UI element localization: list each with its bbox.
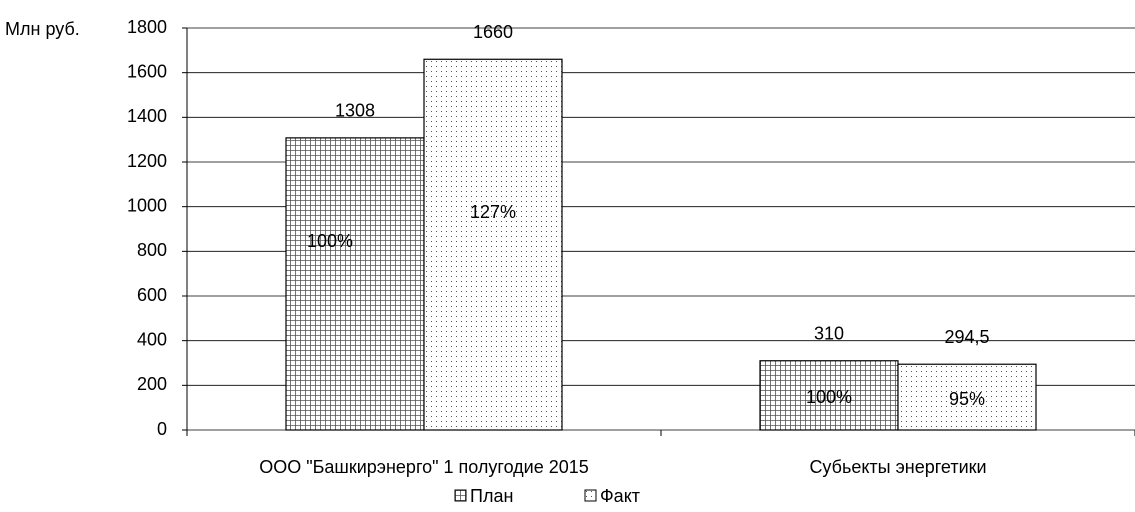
percent-label: 100% [307,231,353,251]
y-tick-label: 800 [137,240,167,260]
x-tick-label: Субьекты энергетики [809,457,986,477]
y-tick-label: 1400 [127,106,167,126]
x-tick-label: ООО "Башкирэнерго" 1 полугодие 2015 [259,457,589,477]
legend-swatch [584,489,597,502]
y-tick-label: 400 [137,329,167,349]
percent-label: 95% [949,389,985,409]
y-axis-label: Млн руб. [5,19,80,39]
value-label: 1308 [335,101,375,121]
legend-label: План [470,486,513,506]
y-tick-label: 1800 [127,17,167,37]
y-tick-label: 200 [137,374,167,394]
bar [897,363,1037,431]
y-tick-label: 1600 [127,61,167,81]
legend-swatch [454,489,467,502]
y-tick-label: 600 [137,285,167,305]
y-tick-label: 1000 [127,195,167,215]
bar [285,137,425,431]
value-label: 294,5 [944,327,989,347]
y-tick-label: 0 [157,419,167,439]
legend-label: Факт [600,486,640,506]
percent-label: 127% [470,202,516,222]
percent-label: 100% [806,387,852,407]
bar [759,360,899,431]
y-tick-label: 1200 [127,151,167,171]
value-label: 310 [814,324,844,344]
bar [423,58,563,431]
value-label: 1660 [473,22,513,42]
